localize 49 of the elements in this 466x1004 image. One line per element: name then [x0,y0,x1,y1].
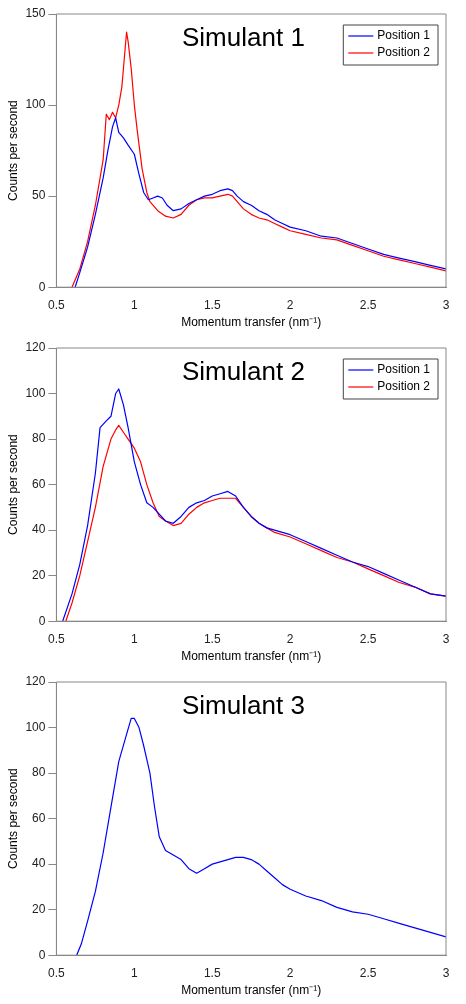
y-tick-label: 60 [32,810,46,825]
x-tick-label: 2.5 [359,297,377,312]
y-tick-label: 100 [25,97,46,112]
x-tick-label: 3 [442,297,450,312]
y-tick-label: 80 [32,765,46,780]
legend-label: Position 1 [377,28,431,43]
y-tick-label: 20 [32,901,46,916]
x-axis-title: Momentum transfer (nm⁻¹) [181,649,322,664]
chart-title: Simulant 2 [182,356,305,387]
y-tick-label: 60 [32,476,46,491]
y-tick-label: 150 [25,6,46,21]
x-tick-label: 1 [130,965,138,980]
y-tick-label: 40 [32,522,46,537]
x-tick-label: 2.5 [359,631,377,646]
y-tick-label: 50 [32,188,46,203]
y-tick-label: 120 [25,674,46,689]
x-tick-label: 0.5 [48,631,66,646]
y-tick-label: 0 [38,947,46,962]
x-axis-title: Momentum transfer (nm⁻¹) [181,983,322,998]
x-tick-label: 1 [130,631,138,646]
y-axis-title: Counts per second [5,100,20,201]
x-tick-label: 2.5 [359,965,377,980]
x-tick-label: 0.5 [48,965,66,980]
y-axis-title: Counts per second [5,768,20,869]
x-axis-title: Momentum transfer (nm⁻¹) [181,315,322,330]
legend-label: Position 2 [377,379,431,394]
x-tick-label: 2 [286,297,294,312]
y-tick-label: 0 [38,279,46,294]
y-tick-label: 0 [38,613,46,628]
y-axis-title: Counts per second [5,434,20,535]
x-tick-label: 2 [286,631,294,646]
chart-title: Simulant 1 [182,22,305,53]
x-tick-label: 3 [442,965,450,980]
chart-title: Simulant 3 [182,690,305,721]
legend-label: Position 1 [377,362,431,377]
x-tick-label: 1.5 [203,297,221,312]
y-tick-label: 120 [25,340,46,355]
x-tick-label: 3 [442,631,450,646]
x-tick-label: 0.5 [48,297,66,312]
x-tick-label: 1.5 [203,631,221,646]
x-tick-label: 1 [130,297,138,312]
y-tick-label: 20 [32,567,46,582]
y-tick-label: 100 [25,719,46,734]
x-tick-label: 2 [286,965,294,980]
legend-label: Position 2 [377,45,431,60]
y-tick-label: 100 [25,385,46,400]
x-tick-label: 1.5 [203,965,221,980]
y-tick-label: 80 [32,431,46,446]
y-tick-label: 40 [32,856,46,871]
